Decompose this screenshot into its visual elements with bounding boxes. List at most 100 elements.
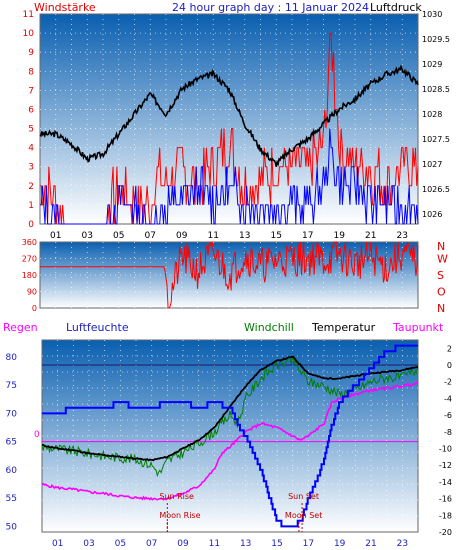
humidity-temperature-series [41, 344, 419, 528]
wind-pressure-series [39, 32, 419, 225]
humidity-tick-label: 70 [6, 409, 18, 419]
hour-tick-label: 05 [113, 231, 124, 241]
humidity-tick-label: 50 [6, 522, 18, 532]
pressure-line [39, 64, 419, 167]
wind-tick-label: 3 [28, 163, 34, 173]
hour-tick-label: 05 [115, 539, 126, 549]
wind-tick-label: 11 [23, 10, 34, 20]
event-label: Moon Set [285, 511, 322, 520]
humidity-tick-label: 55 [6, 494, 17, 504]
hour-tick-label: 15 [271, 231, 282, 241]
wind-tick-label: 8 [28, 67, 34, 77]
temperature-tick-label: -20 [439, 528, 452, 537]
temperature-tick-label: -14 [439, 478, 452, 487]
wind-tick-label: 4 [28, 144, 34, 154]
hour-tick-label: 13 [239, 231, 250, 241]
wind-average-line [40, 128, 419, 225]
hour-tick-label: 21 [365, 539, 376, 549]
wind-tick-label: 5 [28, 125, 34, 135]
temperature-tick-label: 0 [447, 361, 452, 370]
hour-tick-label: 23 [397, 231, 408, 241]
temperature-tick-label: -12 [439, 461, 452, 470]
hour-tick-label: 09 [176, 231, 188, 241]
compass-label: S [437, 269, 444, 282]
hour-tick-label: 03 [82, 231, 93, 241]
wind-tick-label: 9 [28, 48, 34, 58]
humidity-line [42, 344, 418, 528]
wind-tick-label: 7 [28, 86, 34, 96]
hour-tick-label: 03 [83, 539, 94, 549]
pressure-tick-label: 1026 [422, 210, 442, 219]
direction-tick-label: 0 [32, 304, 37, 313]
compass-label: W [437, 253, 448, 266]
temperature-line [41, 355, 418, 462]
compass-label: N [437, 302, 445, 315]
humidity-tick-label: 80 [6, 353, 18, 363]
dewpoint-line [41, 381, 419, 501]
wind-direction-ticks: 0 90 180 270 360 [22, 238, 37, 313]
wind-tick-label: 2 [28, 182, 34, 192]
direction-tick-label: 270 [22, 255, 37, 264]
pressure-tick-label: 1029 [422, 60, 442, 69]
windstaerke-label: Windstärke [34, 1, 96, 14]
wind-tick-label: 1 [28, 201, 34, 211]
event-label: Sun Set [288, 492, 319, 501]
pressure-tick-label: 1027.5 [422, 135, 450, 144]
hour-tick-label: 07 [146, 539, 157, 549]
direction-tick-label: 360 [22, 238, 37, 247]
pressure-tick-label: 1027 [422, 160, 442, 169]
hour-tick-label: 11 [208, 231, 219, 241]
pressure-tick-label: 1028.5 [422, 85, 450, 94]
pressure-tick-label: 1029.5 [422, 35, 450, 44]
hour-tick-label: 19 [334, 231, 346, 241]
sun-moon-events: Sun Rise Moon Rise Sun Set Moon Set [159, 492, 322, 532]
hour-tick-label: 21 [365, 231, 376, 241]
direction-tick-label: 180 [22, 271, 37, 280]
hour-tick-label: 07 [145, 231, 156, 241]
temperature-tick-label: -6 [444, 411, 452, 420]
wind-tick-label: 10 [23, 29, 35, 39]
pressure-tick-label: 1026.5 [422, 185, 450, 194]
event-label: Moon Rise [159, 511, 200, 520]
luftdruck-label: Luftdruck [370, 1, 422, 14]
regen-label: Regen [3, 321, 38, 334]
temperatur-label: Temperatur [311, 321, 376, 334]
temperature-tick-label: -10 [439, 445, 452, 454]
pressure-tick-label: 1028 [422, 110, 442, 119]
luftfeuchte-label: Luftfeuchte [66, 321, 129, 334]
temperature-tick-label: -4 [444, 394, 452, 403]
wind-direction-line [40, 241, 419, 309]
hour-tick-label: 01 [50, 231, 61, 241]
direction-tick-label: 90 [27, 288, 37, 297]
pressure-tick-label: 1030 [422, 10, 442, 19]
hour-tick-label: 15 [271, 539, 282, 549]
wind-tick-label: 0 [28, 220, 34, 230]
hour-tick-label: 13 [240, 539, 251, 549]
event-label: Sun Rise [159, 492, 194, 501]
temperature-ticks: -20-18-16-14-12-10-8-6-4-202 [439, 344, 452, 537]
hour-tick-label: 17 [302, 231, 313, 241]
hour-ticks-top: 01 03 05 07 09 11 13 15 17 19 21 23 [50, 231, 408, 241]
pressure-ticks: 1026 1026.5 1027 1027.5 1028 1028.5 1029 1029.5… [422, 10, 450, 219]
windchill-label: Windchill [244, 321, 294, 334]
hour-tick-label: 23 [397, 539, 408, 549]
hour-tick-label: 19 [334, 539, 346, 549]
humidity-tick-label: 60 [6, 466, 18, 476]
temperature-tick-label: -8 [444, 428, 452, 437]
rain-marker: 0 [34, 430, 40, 440]
humidity-tick-label: 65 [6, 438, 17, 448]
hour-ticks-bottom: 01 03 05 07 09 11 13 15 17 19 21 23 [52, 539, 408, 549]
hour-tick-label: 17 [303, 539, 314, 549]
graph-title: 24 hour graph day : 11 Januar 2024 [172, 1, 369, 14]
temperature-tick-label: -2 [444, 378, 452, 387]
hour-tick-label: 01 [52, 539, 63, 549]
wind-direction-series [40, 241, 419, 309]
wind-speed-ticks: 0 1 2 3 4 5 6 7 8 9 10 11 [23, 10, 35, 230]
temperature-tick-label: -18 [439, 511, 452, 520]
temperature-tick-label: -16 [439, 495, 452, 504]
humidity-ticks: 50 55 60 65 70 75 80 [6, 353, 18, 532]
wind-tick-label: 6 [28, 105, 34, 115]
